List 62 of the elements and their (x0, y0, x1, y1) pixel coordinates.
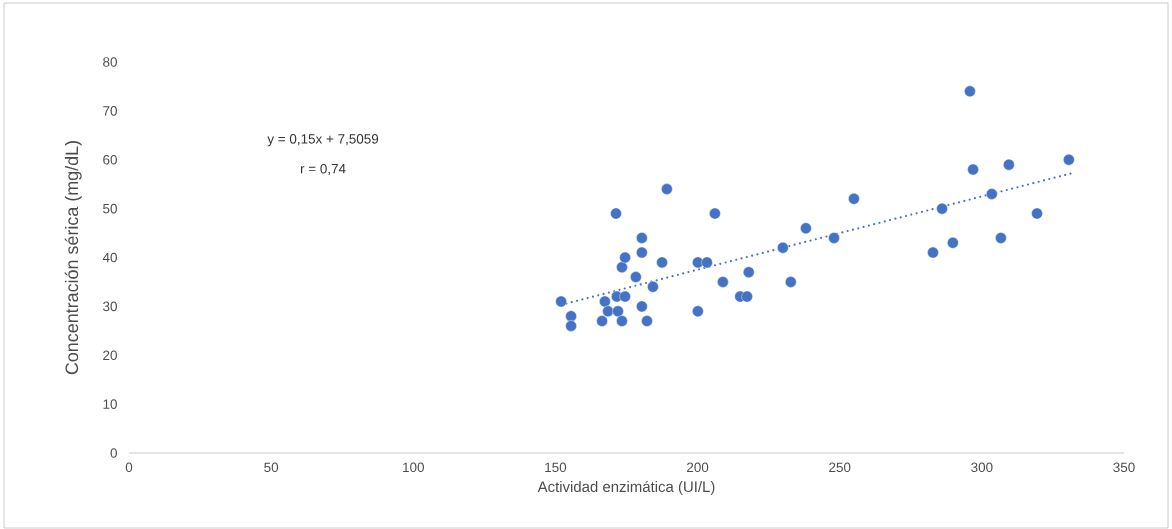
point (599, 295, 611, 308)
x-tick-label: 250 (829, 462, 851, 473)
point (1063, 154, 1075, 166)
x-tick-label: 50 (264, 462, 279, 473)
x-axis-title: Actividad enzimática (UI/L) (537, 480, 715, 495)
point (555, 295, 567, 308)
x-tick-label: 300 (971, 462, 993, 473)
point (785, 276, 797, 288)
point (602, 305, 614, 317)
point (709, 207, 721, 220)
x-tick-label: 200 (687, 462, 709, 473)
x-tick-label: 350 (1113, 462, 1135, 473)
annotation: y = 0,15x + 7,5059 (267, 134, 379, 147)
y-tick-label: 40 (102, 252, 117, 263)
point (717, 276, 729, 288)
point (619, 251, 631, 264)
point (661, 183, 673, 195)
point (630, 271, 642, 283)
point (741, 290, 753, 303)
point (927, 246, 939, 259)
point (995, 232, 1007, 244)
point (616, 261, 628, 273)
point (616, 315, 628, 327)
point (612, 305, 624, 317)
point (636, 246, 648, 259)
point (692, 305, 704, 317)
point (1031, 207, 1043, 220)
y-tick-label: 0 (110, 448, 117, 458)
y-tick-label: 30 (103, 301, 117, 312)
point (636, 300, 648, 313)
point (692, 256, 704, 269)
annotation: r = 0,74 (300, 163, 346, 176)
point (1003, 158, 1015, 171)
point (619, 290, 631, 303)
point (828, 232, 840, 244)
y-tick-label: 50 (103, 203, 117, 214)
point (701, 256, 713, 269)
point (848, 193, 860, 205)
y-tick-label: 70 (103, 106, 117, 116)
point (596, 315, 608, 327)
point (636, 232, 648, 244)
x-tick-label: 150 (545, 462, 567, 473)
y-axis-title: Concentración sérica (mg/dL) (64, 141, 82, 375)
point (967, 163, 979, 176)
y-tick-label: 10 (103, 399, 117, 409)
point (647, 281, 659, 293)
y-tick-label: 60 (103, 154, 117, 165)
point (964, 85, 976, 98)
point (656, 256, 668, 269)
point (800, 222, 812, 234)
point (743, 266, 755, 278)
point (947, 237, 959, 249)
point (641, 315, 653, 327)
x-tick-label: 100 (403, 462, 424, 473)
point (777, 242, 789, 254)
point (986, 188, 998, 200)
point (936, 202, 948, 215)
point (610, 207, 622, 220)
point (565, 320, 577, 332)
y-tick-label: 20 (103, 350, 117, 361)
x-tick-label: 0 (125, 462, 133, 473)
y-tick-label: 80 (103, 57, 117, 67)
